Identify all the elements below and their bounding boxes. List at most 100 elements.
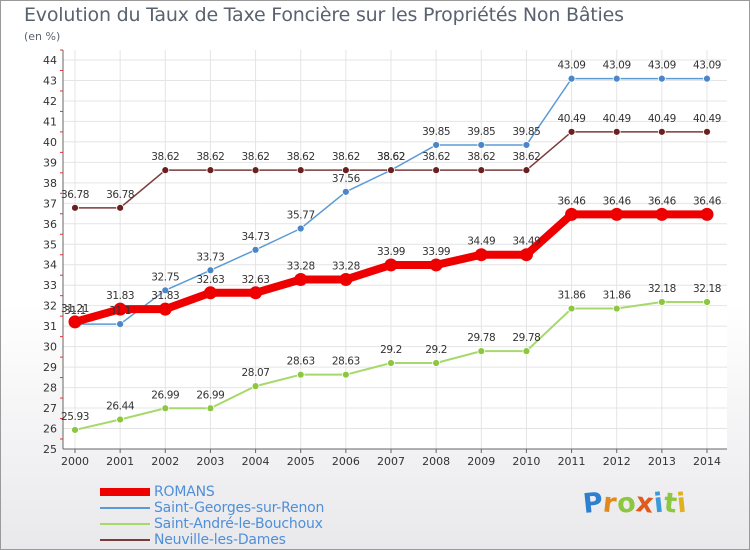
- series-point-neuville-les-dames: [612, 127, 621, 136]
- series-point-neuville-les-dames: [657, 127, 666, 136]
- series-point-romans: [429, 258, 443, 272]
- x-tick-label: 2003: [196, 455, 224, 468]
- series-point-saint-georges-sur-renon: [251, 245, 260, 254]
- data-label-neuville-les-dames: 38.62: [332, 151, 360, 163]
- x-tick-label: 2012: [603, 455, 631, 468]
- series-point-saint-georges-sur-renon: [161, 286, 170, 295]
- data-label-saint-andr-le-bouchoux: 29.78: [467, 332, 495, 344]
- series-point-saint-georges-sur-renon: [477, 141, 486, 149]
- y-tick-label: 40: [43, 136, 57, 149]
- series-point-neuville-les-dames: [477, 166, 486, 175]
- series-point-romans: [565, 207, 579, 221]
- series-point-saint-andr-le-bouchoux: [161, 404, 170, 413]
- x-tick-label: 2007: [377, 455, 405, 468]
- data-label-saint-georges-sur-renon: 39.85: [422, 126, 450, 138]
- x-tick-label: 2013: [648, 455, 676, 468]
- series-point-saint-andr-le-bouchoux: [432, 359, 441, 367]
- series-point-neuville-les-dames: [567, 127, 576, 136]
- y-tick-label: 31: [43, 320, 57, 333]
- data-label-saint-andr-le-bouchoux: 31.86: [603, 290, 632, 302]
- legend-swatch: [100, 523, 150, 525]
- data-label-saint-andr-le-bouchoux: 28.63: [287, 356, 315, 368]
- series-point-saint-georges-sur-renon: [612, 74, 621, 83]
- y-tick-label: 30: [43, 341, 57, 354]
- data-label-neuville-les-dames: 40.49: [648, 113, 676, 125]
- data-label-saint-georges-sur-renon: 39.85: [512, 126, 540, 138]
- series-point-romans: [339, 272, 353, 286]
- series-point-romans: [384, 258, 398, 272]
- y-tick-label: 41: [43, 115, 57, 128]
- data-label-romans: 31.83: [106, 290, 134, 302]
- chart-unit: (en %): [24, 30, 61, 43]
- series-point-neuville-les-dames: [251, 166, 260, 175]
- series-point-saint-andr-le-bouchoux: [477, 347, 486, 356]
- data-label-saint-georges-sur-renon: 32.75: [151, 271, 179, 283]
- data-label-romans: 34.49: [467, 236, 495, 248]
- series-point-romans: [610, 207, 624, 221]
- data-label-romans: 36.46: [558, 195, 587, 207]
- series-point-neuville-les-dames: [71, 203, 79, 212]
- y-tick-label: 43: [43, 74, 57, 87]
- series-point-saint-andr-le-bouchoux: [703, 298, 711, 306]
- series-point-saint-georges-sur-renon: [703, 74, 711, 83]
- legend-label: Saint-Georges-sur-Renon: [154, 500, 325, 516]
- x-tick-label: 2014: [693, 455, 721, 468]
- data-label-neuville-les-dames: 38.62: [287, 151, 315, 163]
- series-point-neuville-les-dames: [522, 166, 531, 175]
- legend-label: Neuville-les-Dames: [154, 532, 286, 548]
- data-label-neuville-les-dames: 38.62: [467, 151, 495, 163]
- data-label-saint-andr-le-bouchoux: 26.44: [106, 401, 135, 413]
- data-label-romans: 33.28: [287, 260, 315, 272]
- data-label-saint-georges-sur-renon: 33.73: [196, 251, 224, 263]
- series-point-saint-andr-le-bouchoux: [206, 404, 215, 413]
- data-label-romans: 32.63: [242, 274, 270, 286]
- legend-label: Saint-André-le-Bouchoux: [154, 516, 323, 532]
- data-label-saint-georges-sur-renon: 43.09: [603, 60, 631, 72]
- series-point-saint-georges-sur-renon: [432, 141, 441, 149]
- series-point-romans: [294, 272, 308, 286]
- data-label-saint-andr-le-bouchoux: 28.63: [332, 356, 360, 368]
- data-label-neuville-les-dames: 38.62: [151, 151, 179, 163]
- data-label-saint-georges-sur-renon: 31.1: [109, 305, 131, 317]
- series-point-saint-georges-sur-renon: [116, 320, 125, 329]
- x-tick-label: 2006: [332, 455, 360, 468]
- series-point-romans: [700, 207, 714, 221]
- x-tick-label: 2011: [558, 455, 586, 468]
- data-label-neuville-les-dames: 38.62: [422, 151, 450, 163]
- series-point-saint-andr-le-bouchoux: [612, 304, 621, 313]
- data-label-romans: 36.46: [603, 195, 632, 207]
- data-label-saint-georges-sur-renon: 37.56: [332, 173, 361, 185]
- data-label-neuville-les-dames: 38.62: [242, 151, 270, 163]
- series-point-saint-andr-le-bouchoux: [657, 298, 666, 306]
- y-tick-label: 38: [43, 177, 57, 190]
- x-tick-label: 2010: [512, 455, 540, 468]
- series-point-saint-georges-sur-renon: [296, 224, 305, 233]
- series-point-saint-andr-le-bouchoux: [116, 415, 125, 424]
- data-label-saint-georges-sur-renon: 39.85: [467, 126, 495, 138]
- legend-swatch: [100, 507, 150, 509]
- series-point-neuville-les-dames: [387, 166, 395, 175]
- y-tick-label: 26: [43, 423, 57, 436]
- series-point-romans: [249, 286, 263, 300]
- y-tick-label: 27: [43, 402, 57, 415]
- x-tick-label: 2004: [242, 455, 270, 468]
- series-point-saint-andr-le-bouchoux: [341, 370, 350, 379]
- data-label-saint-andr-le-bouchoux: 31.86: [558, 290, 587, 302]
- data-label-romans: 32.63: [196, 274, 224, 286]
- legend-label: ROMANS: [154, 484, 215, 500]
- data-label-saint-andr-le-bouchoux: 32.18: [693, 283, 721, 295]
- x-tick-label: 2001: [106, 455, 134, 468]
- data-label-saint-andr-le-bouchoux: 26.99: [196, 389, 224, 401]
- y-tick-label: 42: [43, 95, 57, 108]
- data-label-saint-georges-sur-renon: 35.77: [287, 209, 315, 221]
- legend-swatch: [100, 488, 150, 496]
- series-point-neuville-les-dames: [432, 166, 441, 175]
- data-label-neuville-les-dames: 40.49: [693, 113, 721, 125]
- series-point-saint-andr-le-bouchoux: [71, 426, 79, 434]
- data-label-saint-georges-sur-renon: 43.09: [558, 60, 586, 72]
- series-point-saint-georges-sur-renon: [206, 266, 215, 275]
- data-label-romans: 36.46: [693, 195, 722, 207]
- logo-letter: i: [675, 487, 689, 520]
- proxiti-logo: Proxiti: [581, 487, 689, 520]
- y-tick-label: 25: [43, 443, 57, 456]
